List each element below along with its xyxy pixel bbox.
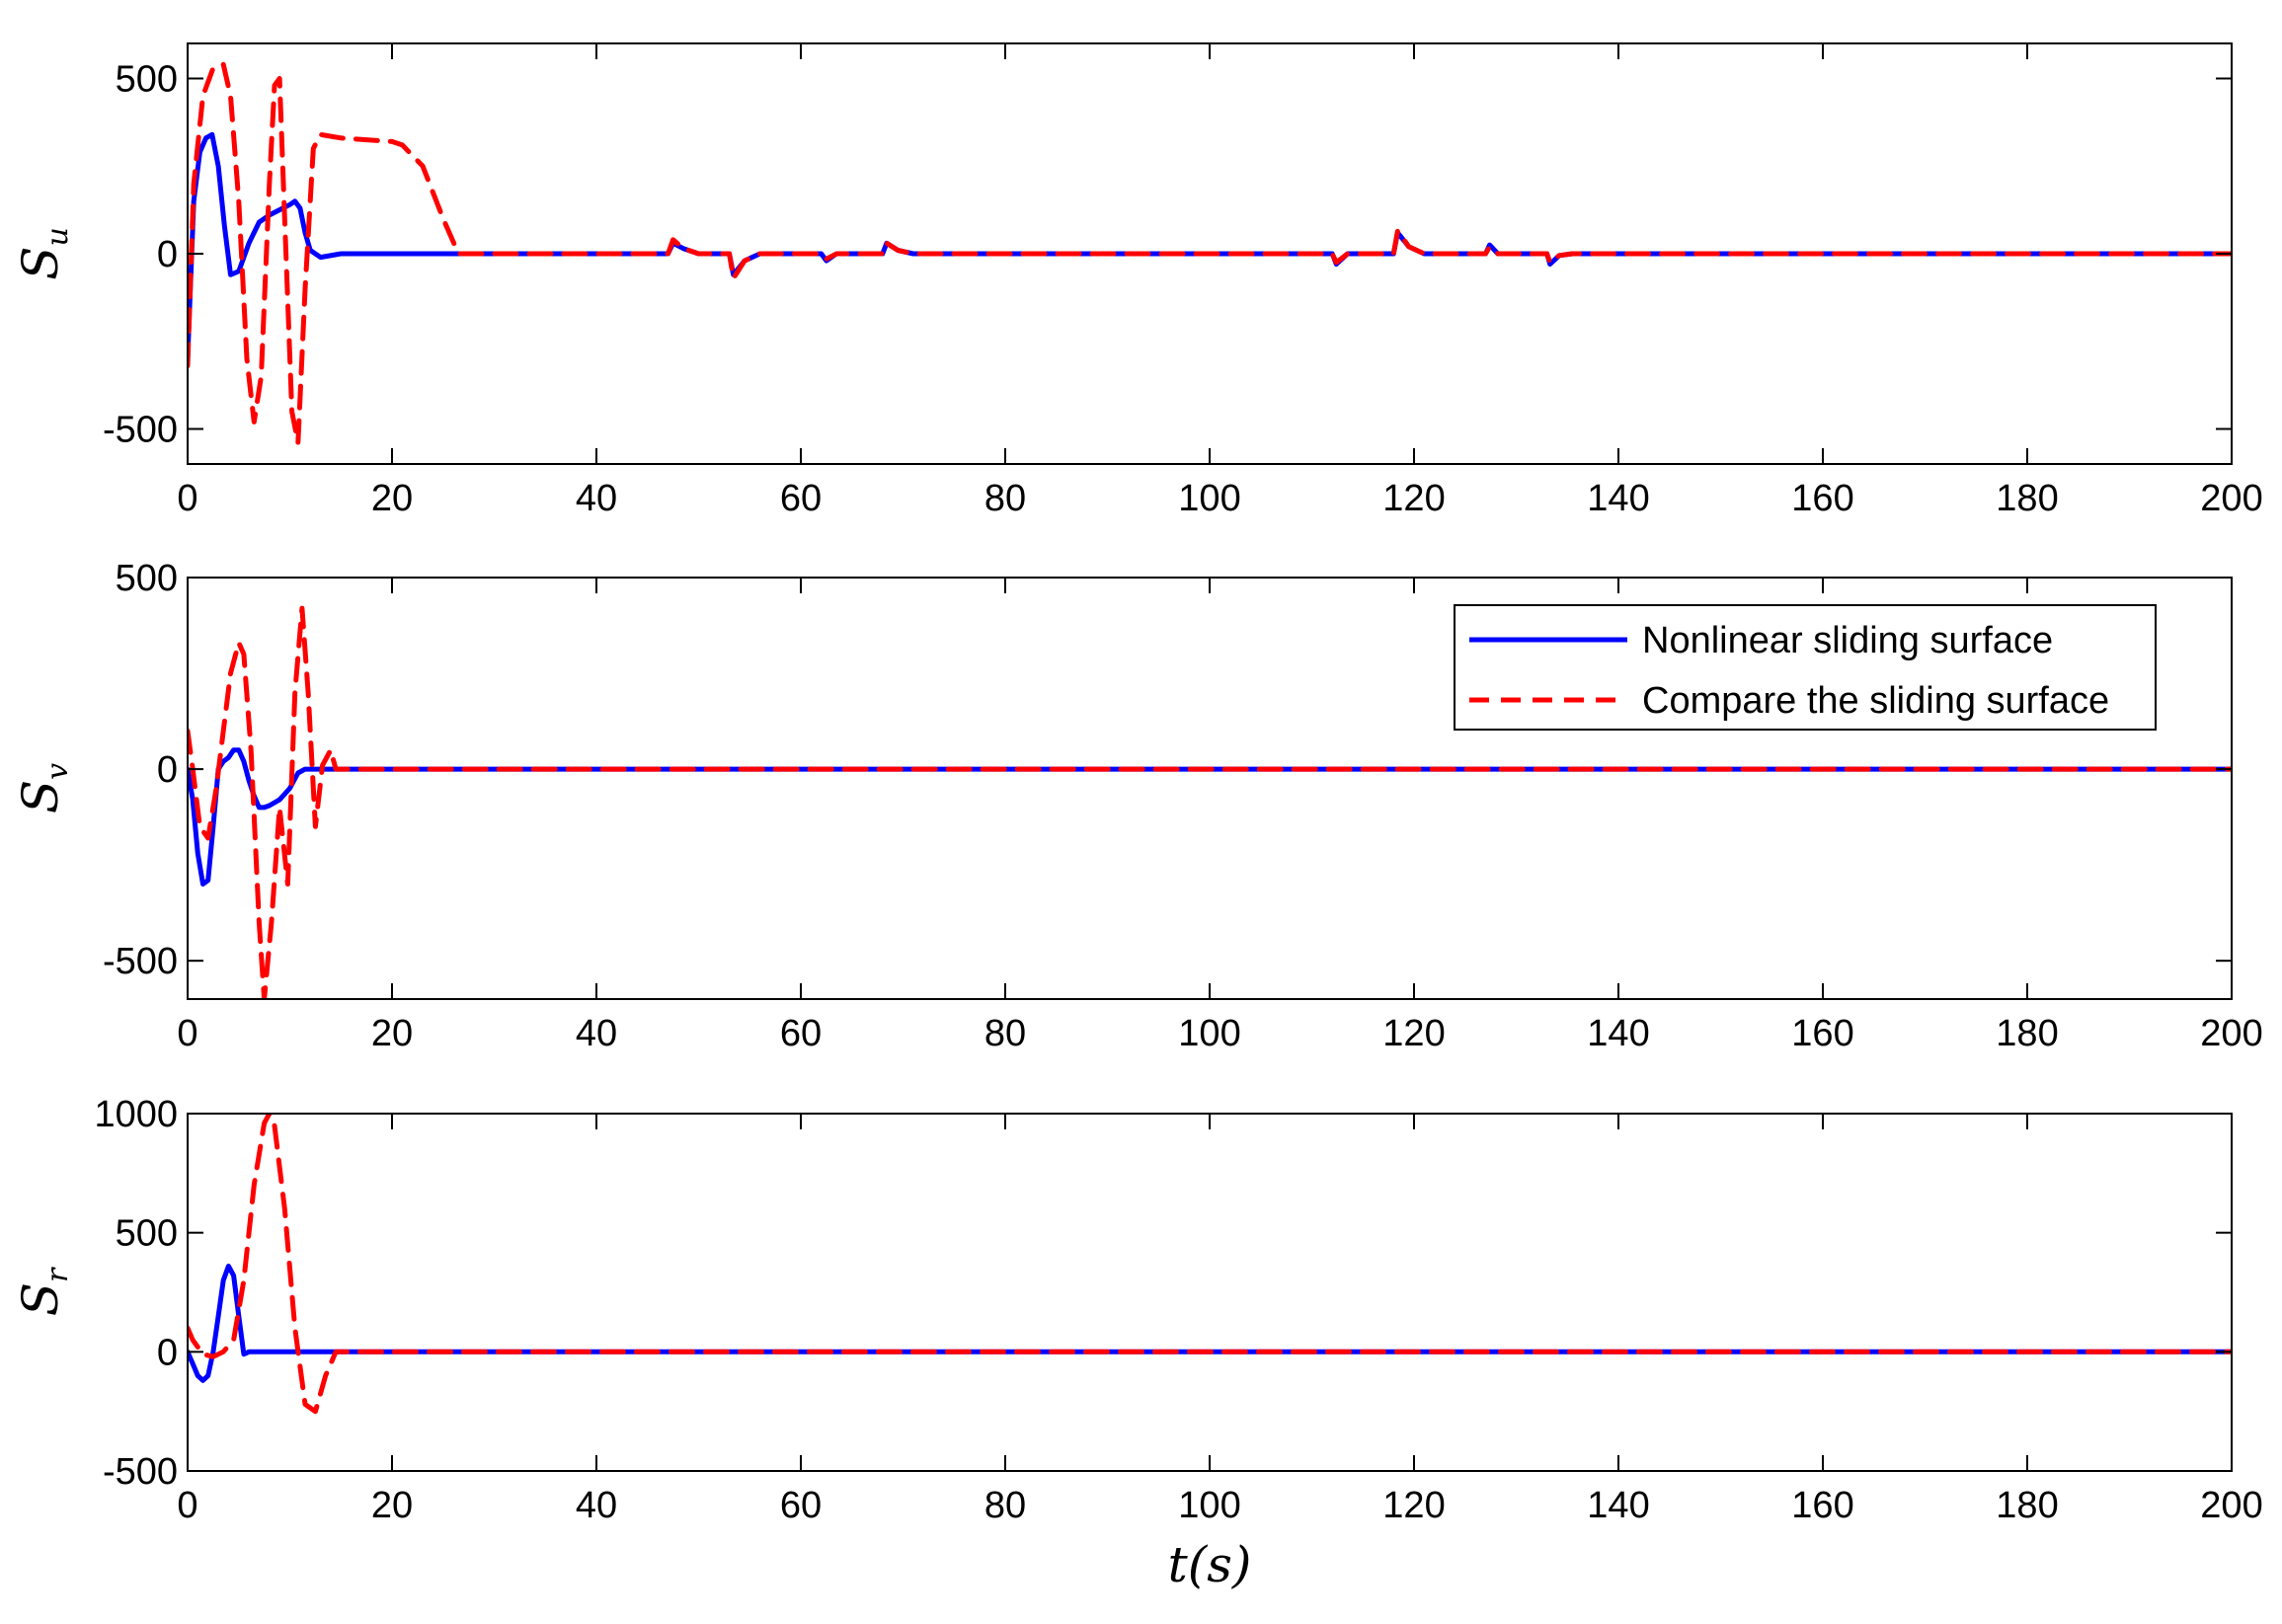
y-axis-label-sub: u	[40, 227, 75, 246]
x-tick-label: 60	[780, 478, 822, 519]
y-tick-label: -500	[103, 410, 178, 451]
x-tick-label: 120	[1382, 1485, 1445, 1526]
x-tick-label: 0	[177, 1485, 197, 1526]
x-tick-label: 0	[177, 1013, 197, 1054]
x-tick-label: 200	[2200, 1013, 2262, 1054]
series-group	[188, 605, 2232, 999]
x-tick-label: 40	[576, 1485, 617, 1526]
plot-area	[188, 1114, 2232, 1471]
x-tick-label: 0	[177, 478, 197, 519]
x-tick-label: 20	[371, 1013, 413, 1054]
x-tick-label: 120	[1382, 1013, 1445, 1054]
y-tick-label: 0	[157, 749, 178, 791]
panel-s-u: 0 20 40 60 80 100 120 140 160 180 200 -500 0 500 Su	[12, 42, 2263, 519]
x-tick-label: 20	[371, 1485, 413, 1526]
x-tick-label: 140	[1587, 1485, 1649, 1526]
series-line-compare	[188, 61, 2232, 446]
x-tick-label: 160	[1791, 478, 1853, 519]
x-tick-label: 60	[780, 1485, 822, 1526]
x-tick-label: 120	[1382, 478, 1445, 519]
y-tick-label: -500	[103, 941, 178, 982]
x-tick-label: 40	[576, 478, 617, 519]
y-tick-label: -500	[103, 1451, 178, 1493]
y-axis-label-sub: v	[40, 763, 75, 780]
x-tick-label: 180	[1996, 478, 2058, 519]
x-axis-label: t(s)	[1168, 1536, 1252, 1593]
y-axis-label: Sr	[12, 1267, 75, 1316]
series-line-compare	[188, 1114, 2232, 1415]
x-tick-label: 80	[984, 478, 1026, 519]
x-tick-label: 100	[1178, 1485, 1240, 1526]
panel-s-r: 0 20 40 60 80 100 120 140 160 180 200-50005001000S…	[12, 1094, 2263, 1593]
y-axis-label-main: S	[12, 1282, 69, 1316]
x-tick-label: 140	[1587, 478, 1649, 519]
legend-label-compare: Compare the sliding surface	[1642, 680, 2109, 722]
x-tick-label: 200	[2200, 1485, 2262, 1526]
x-tick-label: 160	[1791, 1485, 1853, 1526]
y-axis-label-main: S	[12, 247, 69, 280]
y-tick-label: 0	[157, 234, 178, 275]
series-line-nonlinear	[188, 1264, 2232, 1383]
y-axis-label-main: S	[12, 780, 69, 813]
y-axis-label-sub: r	[40, 1267, 75, 1282]
x-tick-label: 160	[1791, 1013, 1853, 1054]
y-tick-label: 500	[116, 59, 178, 101]
series-group	[188, 61, 2232, 446]
y-tick-label: 500	[116, 558, 178, 599]
legend: Nonlinear sliding surface Compare the sl…	[1454, 604, 2157, 731]
x-tick-label: 100	[1178, 1013, 1240, 1054]
x-tick-label: 200	[2200, 478, 2262, 519]
x-tick-label: 60	[780, 1013, 822, 1054]
x-tick-label: 180	[1996, 1485, 2058, 1526]
series-line-compare	[188, 605, 2232, 999]
x-tick-label: 80	[984, 1485, 1026, 1526]
x-tick-label: 180	[1996, 1013, 2058, 1054]
x-tick-label: 100	[1178, 478, 1240, 519]
legend-label-nonlinear: Nonlinear sliding surface	[1642, 620, 2053, 661]
x-tick-label: 80	[984, 1013, 1026, 1054]
y-axis-label: Su	[12, 227, 75, 280]
series-group	[188, 1114, 2232, 1415]
y-tick-label: 0	[157, 1332, 178, 1373]
x-tick-label: 140	[1587, 1013, 1649, 1054]
x-tick-label: 20	[371, 478, 413, 519]
y-axis-label: Sv	[12, 763, 75, 813]
x-tick-label: 40	[576, 1013, 617, 1054]
y-tick-label: 500	[116, 1213, 178, 1255]
y-tick-label: 1000	[94, 1094, 178, 1135]
legend-box	[1454, 604, 2157, 731]
